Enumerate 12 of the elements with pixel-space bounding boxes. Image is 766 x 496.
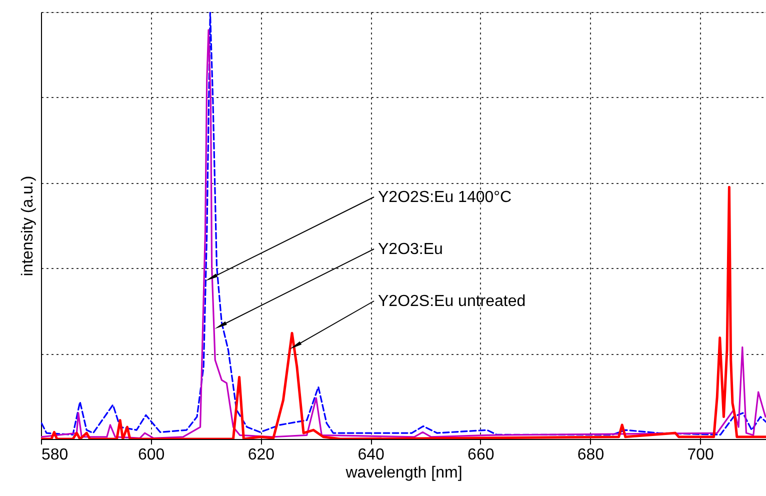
annotation: Y2O3:Eu (378, 241, 443, 258)
y-axis-title: intensity (a.u.) (20, 176, 36, 276)
x-tick-label: 700 (687, 446, 714, 464)
x-axis-title: wavelength [nm] (344, 464, 462, 482)
x-tick-label: 600 (138, 446, 165, 464)
x-tick-label: 580 (42, 446, 68, 464)
annotation: Y2O2S:Eu 1400°C (378, 189, 512, 206)
x-tick-label: 620 (248, 446, 275, 464)
x-tick-label: 660 (468, 446, 494, 464)
x-tick-label: 640 (358, 446, 384, 464)
x-tick-label: 680 (577, 446, 604, 464)
annotation: Y2O2S:Eu untreated (378, 293, 526, 310)
